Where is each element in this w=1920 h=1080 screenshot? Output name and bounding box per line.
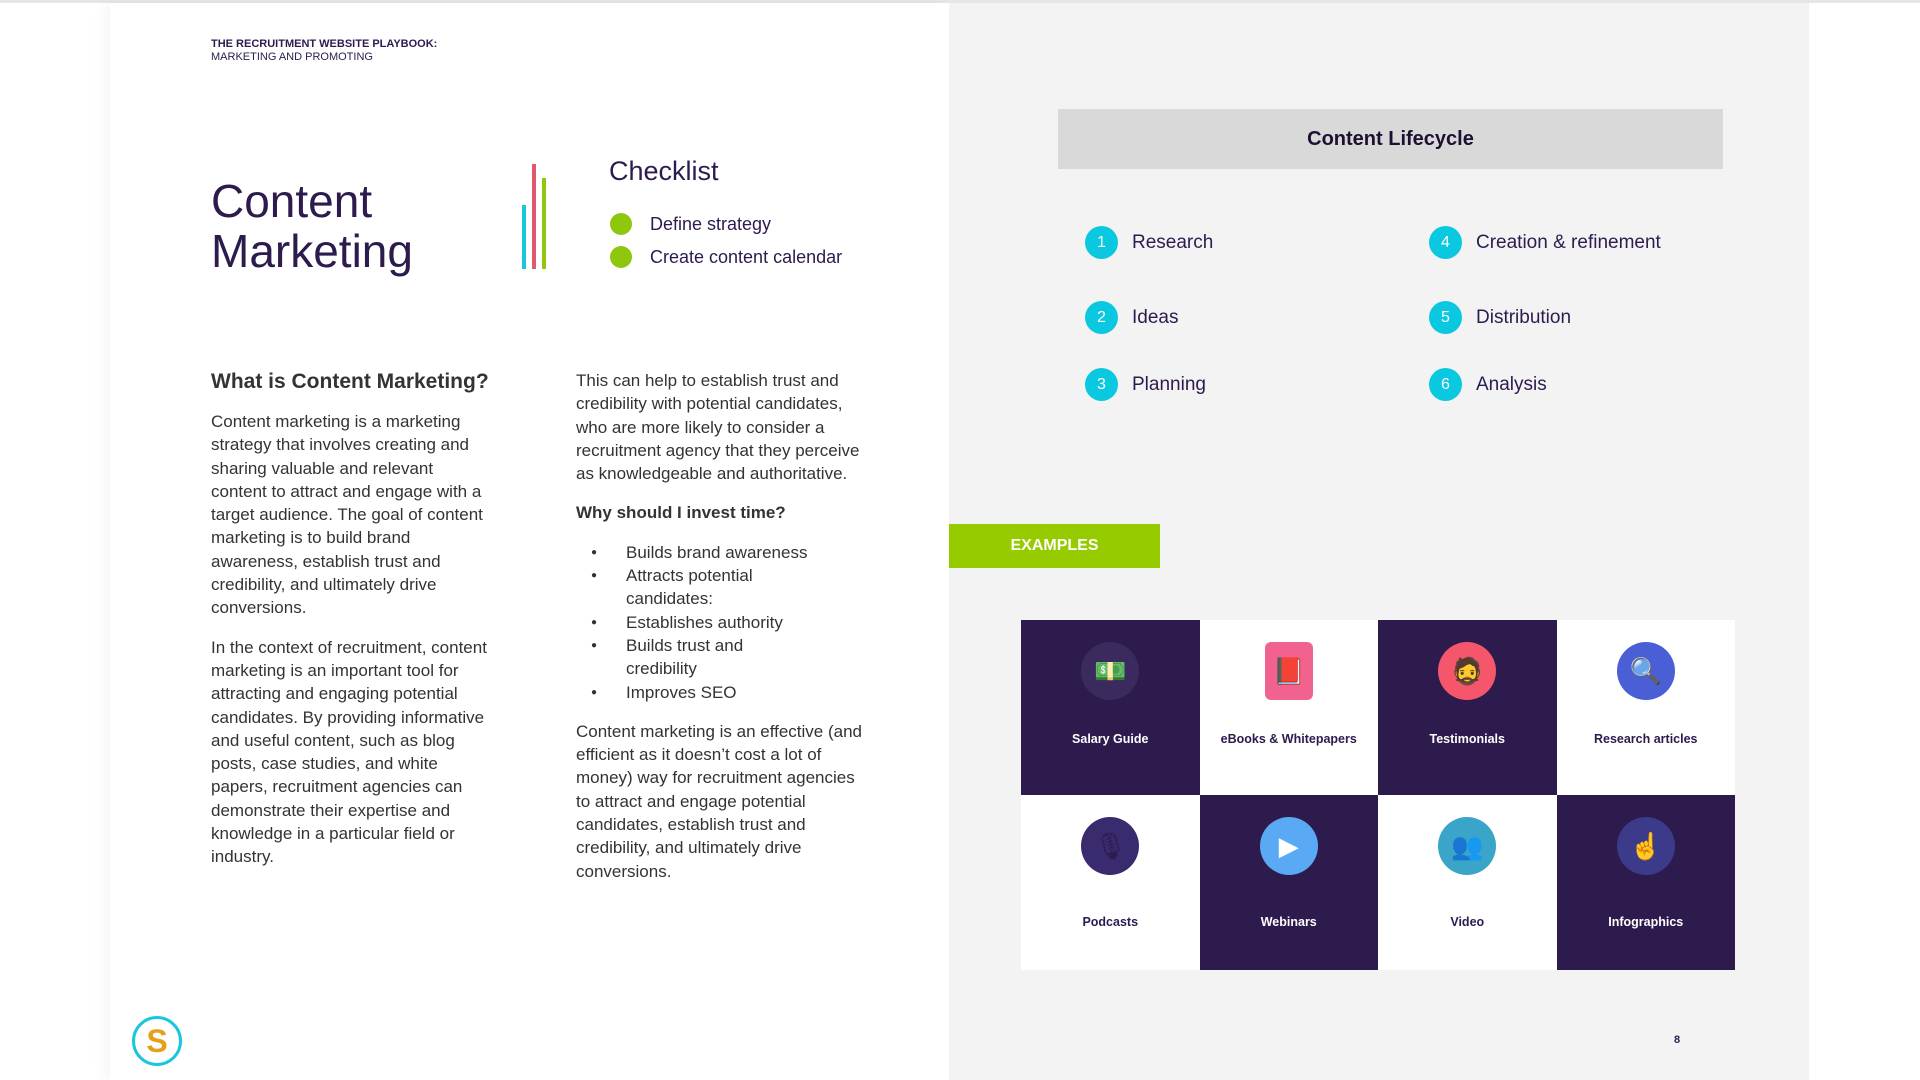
video-screen-icon: ▶ — [1259, 817, 1318, 875]
step-number-badge: 5 — [1429, 301, 1462, 334]
example-label: Testimonials — [1429, 732, 1505, 746]
lifecycle-title: Content Lifecycle — [1058, 109, 1723, 169]
header-line-1: THE RECRUITMENT WEBSITE PLAYBOOK: — [211, 38, 438, 50]
person-icon: 🧔 — [1438, 642, 1497, 700]
job-search-icon: 🔍 — [1616, 642, 1675, 700]
subheading: Why should I invest time? — [576, 503, 786, 523]
lifecycle-step: 6 Analysis — [1429, 368, 1547, 401]
example-salary-guide: 💵 Salary Guide — [1021, 620, 1200, 795]
paragraph: In the context of recruitment, content m… — [211, 637, 487, 867]
example-infographics: ☝ Infographics — [1556, 795, 1735, 970]
top-divider — [0, 0, 1920, 3]
page-title: Content Marketing — [211, 176, 413, 276]
middle-column: This can help to establish trust and cre… — [576, 369, 866, 899]
step-number-badge: 2 — [1085, 301, 1118, 334]
paragraph: Content marketing is an effective (and e… — [576, 721, 863, 881]
people-icon: 👥 — [1438, 817, 1497, 875]
bullet-dot-icon — [610, 246, 632, 268]
benefits-list: Builds brand awareness Attracts potentia… — [576, 541, 866, 704]
example-label: Salary Guide — [1072, 732, 1149, 746]
step-label: Distribution — [1476, 306, 1572, 328]
step-label: Analysis — [1476, 373, 1547, 395]
step-label: Planning — [1132, 373, 1206, 395]
accent-bar-green — [542, 178, 546, 269]
example-video: 👥 Video — [1378, 795, 1557, 970]
example-webinars: ▶ Webinars — [1199, 795, 1378, 970]
section-heading: What is Content Marketing? — [211, 370, 489, 393]
step-label: Creation & refinement — [1476, 231, 1661, 253]
checklist-item: Define strategy — [609, 213, 771, 235]
list-item: Builds brand awareness — [576, 541, 866, 565]
list-item: Attracts potential candidates: — [576, 564, 866, 611]
step-number-badge: 4 — [1429, 226, 1462, 259]
example-label: eBooks & Whitepapers — [1220, 732, 1357, 746]
step-number-badge: 6 — [1429, 368, 1462, 401]
example-label: Research articles — [1593, 732, 1698, 746]
example-label: Video — [1450, 915, 1485, 929]
example-ebooks: 📕 eBooks & Whitepapers — [1199, 620, 1378, 795]
title-line-2: Marketing — [211, 225, 413, 277]
checklist-item-label: Create content calendar — [650, 246, 843, 267]
lifecycle-step: 5 Distribution — [1429, 301, 1571, 334]
example-testimonials: 🧔 Testimonials — [1378, 620, 1557, 795]
examples-banner: EXAMPLES — [949, 524, 1160, 568]
page-number: 8 — [1674, 1034, 1681, 1046]
touch-hand-icon: ☝ — [1616, 817, 1675, 875]
paragraph: Content marketing is a marketing strateg… — [211, 412, 483, 618]
list-item: Builds trust and credibility — [576, 634, 866, 681]
lifecycle-step: 1 Research — [1085, 226, 1213, 259]
accent-bar-cyan — [522, 205, 526, 269]
running-header: THE RECRUITMENT WEBSITE PLAYBOOK: MARKET… — [211, 38, 437, 64]
microphone-icon: 🎙 — [1081, 817, 1140, 875]
example-label: Podcasts — [1082, 915, 1139, 929]
paragraph: This can help to establish trust and cre… — [576, 371, 860, 484]
list-item: Establishes authority — [576, 611, 866, 635]
title-line-1: Content — [211, 175, 373, 227]
step-number-badge: 1 — [1085, 226, 1118, 259]
example-label: Infographics — [1608, 915, 1684, 929]
step-label: Research — [1132, 231, 1214, 253]
lifecycle-step: 2 Ideas — [1085, 301, 1178, 334]
brand-logo: S — [132, 1016, 182, 1066]
example-research-articles: 🔍 Research articles — [1556, 620, 1735, 795]
step-number-badge: 3 — [1085, 368, 1118, 401]
header-line-2: MARKETING AND PROMOTING — [211, 51, 373, 63]
left-column: What is Content Marketing? Content marke… — [211, 368, 491, 885]
checklist-item-label: Define strategy — [650, 213, 772, 234]
list-item: Improves SEO — [576, 681, 866, 705]
checklist-item: Create content calendar — [609, 246, 842, 268]
examples-grid: 💵 Salary Guide 📕 eBooks & Whitepapers 🧔 Tes… — [1021, 620, 1735, 970]
checklist-title: Checklist — [609, 156, 719, 186]
ebook-icon: 📕 — [1264, 642, 1313, 700]
example-podcasts: 🎙 Podcasts — [1021, 795, 1200, 970]
money-icon: 💵 — [1081, 642, 1140, 700]
lifecycle-step: 3 Planning — [1085, 368, 1206, 401]
step-label: Ideas — [1132, 306, 1179, 328]
bullet-dot-icon — [610, 213, 632, 235]
accent-bar-red — [532, 164, 536, 269]
example-label: Webinars — [1260, 915, 1317, 929]
lifecycle-step: 4 Creation & refinement — [1429, 226, 1661, 259]
